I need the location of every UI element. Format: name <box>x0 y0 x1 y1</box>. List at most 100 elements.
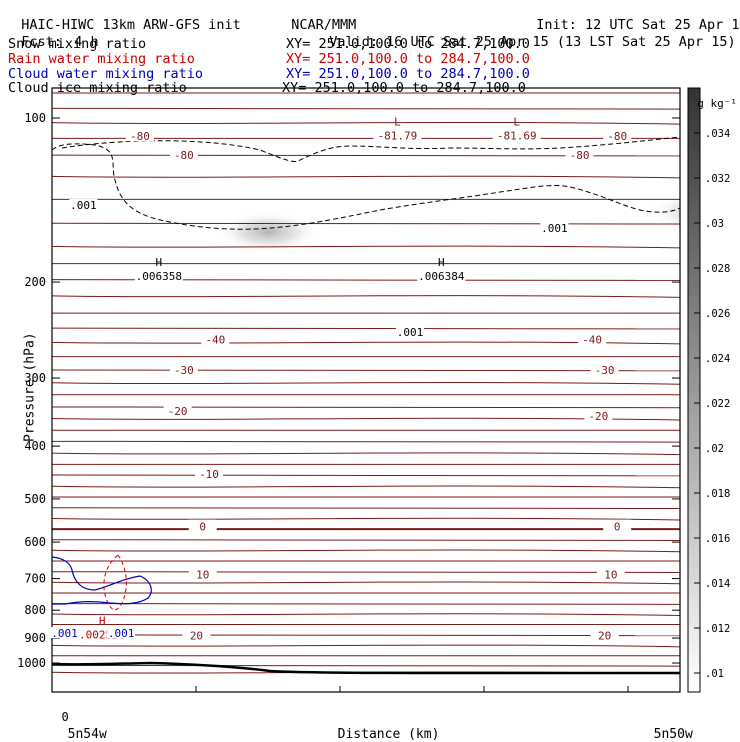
field-name-cloud-water: Cloud water mixing ratio <box>8 66 204 82</box>
model-title: HAIC-HIWC 13km ARW-GFS init <box>21 17 241 33</box>
y-tick-label: 400 <box>24 439 46 453</box>
contour-label-bg <box>50 627 79 639</box>
isotherm-label-bg <box>584 408 613 421</box>
extremum-mark: H <box>155 256 162 269</box>
isotherm-line <box>52 222 680 225</box>
y-tick-label: 1000 <box>17 656 46 670</box>
isotherm-line <box>52 485 680 489</box>
isotherm-line <box>52 107 680 110</box>
init-time: Init: 12 UTC Sat 25 Apr 15 <box>536 17 740 33</box>
contour-label: .001 <box>108 627 135 640</box>
contour-label: .001 <box>541 222 568 235</box>
colorbar-tick-label: .034 <box>705 128 730 140</box>
cloud-ice-contour <box>52 143 680 230</box>
isotherm-label: 20 <box>598 629 611 642</box>
extremum-label-bg <box>417 270 466 282</box>
extremum-value: .006358 <box>136 270 182 283</box>
isotherm-line <box>52 517 680 521</box>
y-tick-label: 800 <box>24 603 46 617</box>
isotherm-label-bg <box>163 404 192 417</box>
isotherm-label-bg <box>201 332 230 345</box>
isotherm-line <box>52 571 680 573</box>
contour-label: .001 <box>70 199 97 212</box>
colorbar-tick-label: .032 <box>705 173 730 185</box>
isotherm-label-bg <box>169 148 198 161</box>
isotherm-label-bg <box>578 332 607 345</box>
isotherm-lines <box>52 92 680 675</box>
valid-time: Valid: 16 UTC Sat 25 Apr 15 (13 LST Sat … <box>329 34 736 50</box>
colorbar-tick-label: .01 <box>705 668 724 680</box>
cloud-water-contour <box>52 556 152 605</box>
isotherm-label: 10 <box>196 568 209 581</box>
y-tick-label: 600 <box>24 535 46 549</box>
isotherm-label-bg <box>169 363 198 376</box>
y-tick-label: 700 <box>24 572 46 586</box>
y-axis-label: Pressure (hPa) <box>22 332 38 442</box>
colorbar-tick-label: .016 <box>705 533 730 545</box>
isotherm-label-bg <box>603 129 632 142</box>
isotherm-label: 10 <box>604 568 617 581</box>
isotherm-line <box>52 406 680 409</box>
y-tick-label: 900 <box>24 631 46 645</box>
field-xy-snow: XY= 251.0,100.0 to 284.7,100.0 <box>286 36 530 52</box>
isotherm-line <box>52 175 680 179</box>
extremum-value: .006384 <box>418 270 465 283</box>
isotherm-label-bg <box>596 567 625 580</box>
x-axis-ticks <box>51 686 629 692</box>
isotherm-line <box>52 581 680 585</box>
contour-label: .001 <box>397 326 424 339</box>
isotherm-line <box>52 613 680 616</box>
terrain-line <box>52 661 680 675</box>
isotherm-label-bg <box>590 628 619 641</box>
y-tick-label: 500 <box>24 492 46 506</box>
contour-label-bg <box>540 222 569 234</box>
isotherm-label-bg <box>125 129 154 142</box>
x-start-tick: 0 <box>61 710 69 724</box>
contour-label-bg <box>107 627 136 639</box>
isotherm-line <box>52 369 680 372</box>
extremum-label-bg <box>492 130 541 142</box>
colorbar: .034 .032 .03 .028 .026 .024 .022 .02 .018 .016 .0… <box>687 87 730 693</box>
isotherm-line <box>52 664 680 667</box>
colorbar-tick-label: .026 <box>705 308 730 320</box>
isotherm-line <box>52 452 680 456</box>
isotherm-line <box>52 507 680 510</box>
isotherm-line <box>52 634 680 637</box>
isotherm-line <box>52 295 680 298</box>
org-label: NCAR/MMM <box>291 17 357 33</box>
isotherm-label: -20 <box>168 405 188 418</box>
isotherm-line <box>52 121 680 125</box>
y-tick-label: 100 <box>24 111 46 125</box>
field-xy-rain: XY= 251.0,100.0 to 284.7,100.0 <box>286 51 530 67</box>
x-left-location: 5n54w <box>67 727 107 742</box>
isotherm-line <box>52 341 680 345</box>
colorbar-unit: g kg⁻¹ <box>697 97 737 110</box>
isotherm-line <box>52 440 680 443</box>
x-right-location: 5n50w <box>653 727 693 742</box>
contour-label-bg <box>69 198 98 210</box>
extremum-mark: H <box>99 615 106 628</box>
isotherm-line <box>52 474 680 477</box>
extremum-value: -81.69 <box>497 130 537 143</box>
colorbar-tick-label: .014 <box>705 578 730 590</box>
cloud-ice-contour-upper <box>61 136 680 163</box>
contour-label-bg <box>395 325 424 337</box>
isotherm-label: 0 <box>199 521 206 534</box>
y-tick-label: 200 <box>24 275 46 289</box>
extremum-mark: H <box>438 256 445 269</box>
field-name-snow: Snow mixing ratio <box>8 36 147 52</box>
y-tick-label: 300 <box>24 371 46 385</box>
isotherm-label: -80 <box>570 149 590 162</box>
isotherm-label: 0 <box>614 521 621 534</box>
colorbar-tick-label: .018 <box>705 488 730 500</box>
isotherm-label: -30 <box>174 364 194 377</box>
isotherm-label: -80 <box>607 130 627 143</box>
isotherm-label-bg <box>182 628 211 641</box>
isotherm-label-bg <box>590 363 619 376</box>
x-axis-label: Distance (km) <box>337 727 440 742</box>
isotherm-line <box>52 381 680 385</box>
isotherm-label: 20 <box>190 629 203 642</box>
colorbar-tick-label: .02 <box>705 443 724 455</box>
